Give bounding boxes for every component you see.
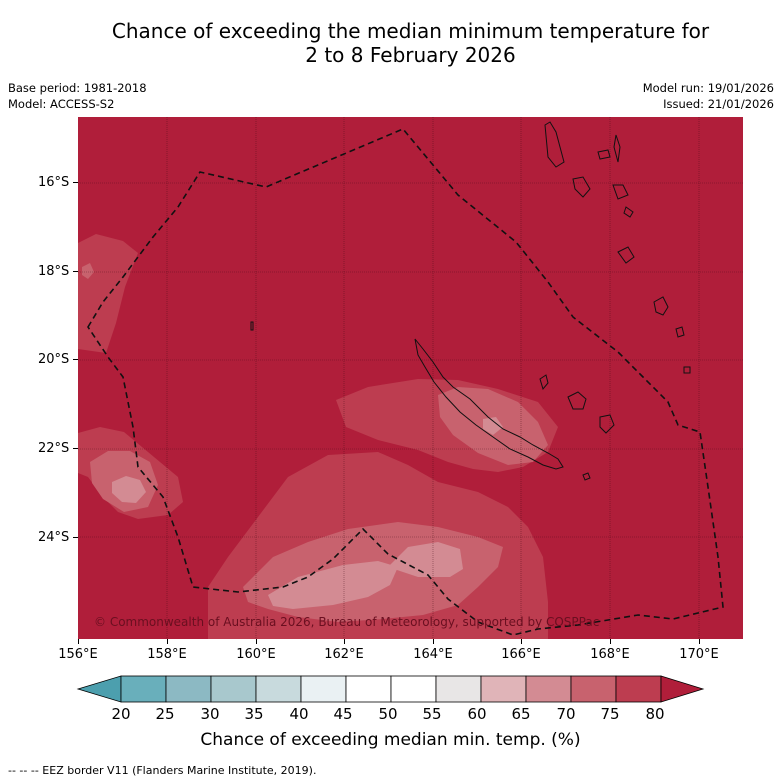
vanuatu-banks-coast xyxy=(597,149,611,160)
lon-tick-156e xyxy=(78,639,79,644)
colorbar-label: 70 xyxy=(556,705,576,723)
vanuatu-tanna-coast xyxy=(653,296,669,316)
colorbar-segment xyxy=(480,675,527,703)
new-caledonia-coast xyxy=(414,338,564,470)
colorbar-label: 75 xyxy=(600,705,620,723)
colorbar-label: 50 xyxy=(378,705,398,723)
lat-label: 16°S xyxy=(38,175,70,190)
map-frame: © Commonwealth of Australia 2026, Bureau… xyxy=(78,117,743,639)
title-line-1: Chance of exceeding the median minimum t… xyxy=(111,19,710,43)
model-run: Model run: 19/01/2026 xyxy=(642,81,774,95)
coastlines xyxy=(250,121,691,481)
lon-label: 158°E xyxy=(147,647,187,662)
colorbar-label: 80 xyxy=(645,705,665,723)
vanuatu-malakula-coast xyxy=(572,176,591,198)
colorbar-segment xyxy=(435,675,482,703)
lat-label: 22°S xyxy=(38,441,70,456)
chesterfield-islet-coast xyxy=(250,321,254,331)
meta-left: Base period: 1981-2018 Model: ACCESS-S2 xyxy=(8,80,147,112)
colorbar-label: 35 xyxy=(244,705,264,723)
vanuatu-maewo-coast xyxy=(613,134,621,163)
colorbar-segments xyxy=(120,675,662,703)
contour-65-west-mid xyxy=(112,476,146,503)
lon-tick-168e xyxy=(610,639,611,644)
colorbar xyxy=(76,675,705,703)
contour-75-west-upper xyxy=(78,234,138,353)
loyalty-lifou-coast xyxy=(567,391,587,410)
colorbar-title: Chance of exceeding median min. temp. (%… xyxy=(200,730,581,750)
colorbar-segment xyxy=(255,675,302,703)
lon-tick-162e xyxy=(344,639,345,644)
lon-label: 156°E xyxy=(58,647,98,662)
colorbar-label: 45 xyxy=(333,705,353,723)
lat-tick-24s xyxy=(73,537,78,538)
lat-label: 18°S xyxy=(38,264,70,279)
loyalty-mare-coast xyxy=(599,414,615,434)
contour-70-west-upper xyxy=(82,263,94,279)
colorbar-segment xyxy=(390,675,437,703)
lon-label: 164°E xyxy=(413,647,453,662)
colorbar-label: 60 xyxy=(467,705,487,723)
colorbar-segment xyxy=(120,675,167,703)
graticule xyxy=(78,117,743,639)
colorbar-segment xyxy=(165,675,212,703)
vanuatu-espiritu-santo-coast xyxy=(544,121,565,168)
lon-label: 170°E xyxy=(679,647,719,662)
colorbar-label: 25 xyxy=(155,705,175,723)
colorbar-segment xyxy=(570,675,617,703)
lat-tick-22s xyxy=(73,448,78,449)
lon-tick-158e xyxy=(167,639,168,644)
lat-label: 24°S xyxy=(38,530,70,545)
vanuatu-ambae-coast xyxy=(623,206,634,218)
colorbar-segment xyxy=(345,675,392,703)
colorbar-segment xyxy=(210,675,257,703)
eez-legend: -- -- -- EEZ border V11 (Flanders Marine… xyxy=(8,764,317,777)
isle-of-pines-coast xyxy=(582,472,591,481)
lon-label: 168°E xyxy=(590,647,630,662)
contour-65-south xyxy=(268,561,398,609)
loyalty-ouvea-coast xyxy=(539,374,549,391)
colorbar-segment xyxy=(615,675,662,703)
colorbar-over-arrow xyxy=(660,675,705,703)
lat-tick-20s xyxy=(73,359,78,360)
lon-label: 160°E xyxy=(236,647,276,662)
lon-label: 166°E xyxy=(501,647,541,662)
colorbar-label: 55 xyxy=(422,705,442,723)
colorbar-under-arrow xyxy=(76,675,122,703)
vanuatu-small-islet-coast xyxy=(683,366,691,374)
lat-label: 20°S xyxy=(38,352,70,367)
base-period: Base period: 1981-2018 xyxy=(8,81,147,95)
contour-65-central xyxy=(483,417,503,435)
colorbar-label: 65 xyxy=(511,705,531,723)
colorbar-segment xyxy=(300,675,347,703)
vanuatu-aneityum-coast xyxy=(675,326,685,338)
lon-tick-164e xyxy=(433,639,434,644)
eez-border xyxy=(87,128,724,636)
colorbar-segment xyxy=(525,675,572,703)
probability-contours xyxy=(78,234,558,639)
map-svg: © Commonwealth of Australia 2026, Bureau… xyxy=(78,117,743,639)
colorbar-label: 30 xyxy=(200,705,220,723)
lat-tick-16s xyxy=(73,182,78,183)
model-name: Model: ACCESS-S2 xyxy=(8,97,115,111)
colorbar-label: 40 xyxy=(289,705,309,723)
issued-date: Issued: 21/01/2026 xyxy=(663,97,774,111)
lon-tick-170e xyxy=(699,639,700,644)
lon-tick-166e xyxy=(521,639,522,644)
vanuatu-erromango-coast xyxy=(617,246,635,264)
contour-65-south-patch xyxy=(388,542,463,577)
vanuatu-efate-coast xyxy=(612,184,629,200)
lon-tick-160e xyxy=(256,639,257,644)
title-line-2: 2 to 8 February 2026 xyxy=(305,43,516,67)
lon-label: 162°E xyxy=(324,647,364,662)
lat-tick-18s xyxy=(73,271,78,272)
colorbar-label: 20 xyxy=(111,705,131,723)
copyright-notice: © Commonwealth of Australia 2026, Bureau… xyxy=(94,615,599,629)
chart-title: Chance of exceeding the median minimum t… xyxy=(0,19,781,67)
meta-right: Model run: 19/01/2026 Issued: 21/01/2026 xyxy=(643,80,774,112)
